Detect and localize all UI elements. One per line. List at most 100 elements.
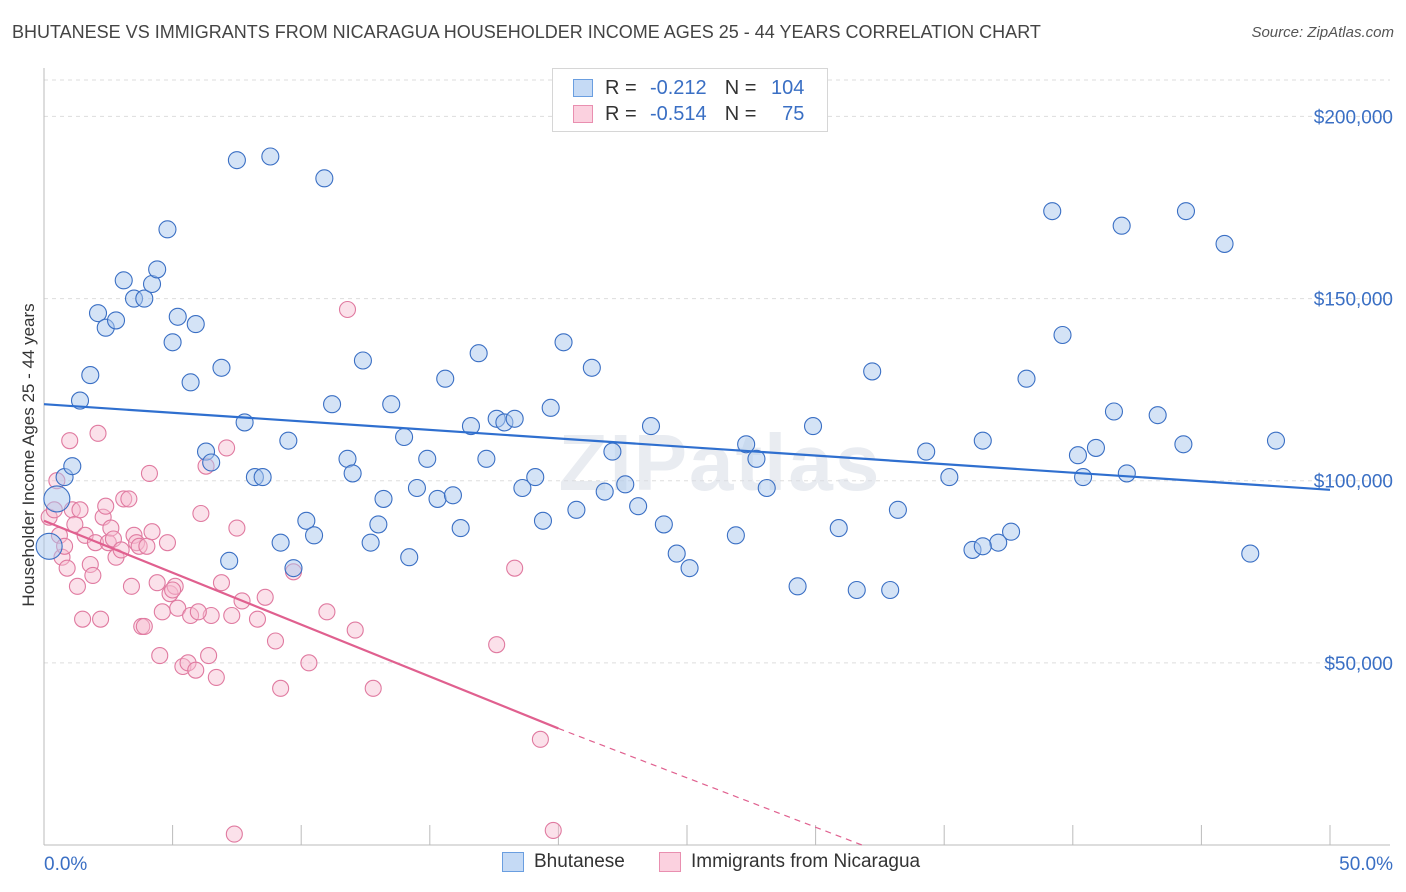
data-point-bhutanese [88, 304, 108, 323]
data-point-bhutanese [297, 511, 316, 530]
data-point-nicaragua [207, 668, 225, 686]
data-point-bhutanese [1074, 468, 1093, 487]
data-point-nicaragua [506, 559, 524, 577]
data-point-bhutanese [1117, 464, 1136, 483]
data-point-nicaragua [58, 559, 76, 577]
x-tick-label: 0.0% [44, 854, 87, 875]
data-point-bhutanese [505, 409, 524, 428]
data-point-bhutanese [353, 351, 372, 370]
legend-label-bhutanese: Bhutanese [534, 851, 625, 872]
legend-n-label: N = [724, 102, 757, 125]
data-point-nicaragua [318, 603, 336, 621]
data-point-bhutanese [1043, 202, 1062, 221]
data-point-bhutanese [1176, 202, 1196, 221]
y-tick-label: $200,000 [1314, 107, 1393, 128]
data-point-bhutanese [253, 468, 272, 487]
trend-line-nicaragua [43, 519, 559, 730]
trend-lines [43, 403, 1331, 846]
data-point-bhutanese [973, 431, 992, 450]
data-point-bhutanese [469, 344, 488, 363]
legend-row-bhutanese: R = -0.212 N = 104 [573, 76, 804, 100]
data-point-bhutanese [374, 489, 393, 508]
data-point-bhutanese [1215, 234, 1234, 253]
data-point-bhutanese [35, 532, 63, 560]
data-point-nicaragua [202, 606, 220, 625]
data-point-nicaragua [81, 555, 99, 574]
data-point-bhutanese [567, 500, 586, 519]
data-point-nicaragua [135, 617, 153, 635]
legend-row-nicaragua: R = -0.514 N = 75 [573, 102, 804, 126]
data-point-nicaragua [92, 610, 110, 628]
data-point-bhutanese [541, 398, 560, 417]
data-point-bhutanese [382, 395, 401, 414]
legend-series: Bhutanese Immigrants from Nicaragua [0, 851, 1406, 879]
data-point-bhutanese [829, 519, 848, 538]
data-point-bhutanese [1174, 435, 1193, 454]
y-tick-label: $100,000 [1314, 472, 1393, 493]
data-point-bhutanese [271, 533, 290, 552]
data-point-nicaragua [223, 606, 241, 625]
data-point-bhutanese [70, 391, 90, 410]
data-point-nicaragua [74, 610, 92, 628]
data-point-bhutanese [436, 369, 455, 388]
data-point-nicaragua [364, 679, 382, 697]
data-point-bhutanese [284, 559, 303, 578]
data-point-nicaragua [300, 654, 318, 672]
data-point-bhutanese [305, 526, 324, 545]
data-point-bhutanese [554, 333, 573, 352]
legend-item-bhutanese: Bhutanese [502, 851, 625, 873]
data-point-bhutanese [1002, 522, 1021, 541]
data-point-bhutanese [629, 497, 648, 516]
data-point-bhutanese [1104, 402, 1124, 421]
data-point-nicaragua [158, 534, 177, 552]
data-point-nicaragua [212, 574, 231, 592]
data-point-bhutanese [616, 475, 635, 494]
data-point-bhutanese [1241, 544, 1260, 563]
data-point-nicaragua [338, 300, 357, 319]
data-point-bhutanese [81, 366, 100, 385]
data-point-bhutanese [667, 544, 686, 563]
x-tick-label: 50.0% [1339, 854, 1393, 875]
data-point-nicaragua [169, 599, 187, 617]
y-tick-label: $150,000 [1314, 290, 1393, 311]
data-point-nicaragua [218, 439, 236, 457]
data-point-bhutanese [186, 315, 205, 334]
data-point-nicaragua [189, 603, 207, 621]
data-point-bhutanese [881, 580, 900, 600]
data-point-nicaragua [544, 821, 562, 839]
data-point-bhutanese [847, 580, 866, 600]
data-point-nicaragua [164, 581, 182, 599]
data-point-bhutanese [803, 417, 823, 436]
data-point-nicaragua [225, 825, 243, 843]
data-point-bhutanese [654, 515, 673, 534]
data-point-bhutanese [1017, 369, 1036, 388]
series-bhutanese-points [35, 147, 1286, 600]
data-point-nicaragua [61, 432, 79, 450]
data-point-bhutanese [595, 482, 614, 501]
data-point-bhutanese [1112, 216, 1131, 235]
data-point-bhutanese [1053, 325, 1072, 345]
data-point-bhutanese [202, 453, 221, 472]
data-point-nicaragua [138, 537, 156, 555]
data-point-bhutanese [261, 147, 280, 166]
data-point-bhutanese [526, 468, 545, 487]
legend-r-label: R = [605, 102, 637, 125]
data-point-bhutanese [158, 220, 177, 239]
data-point-bhutanese [428, 489, 447, 508]
data-point-bhutanese [1068, 446, 1087, 465]
data-point-bhutanese [220, 551, 239, 570]
data-point-bhutanese [747, 449, 766, 468]
data-point-bhutanese [973, 537, 992, 556]
data-point-nicaragua [71, 501, 89, 519]
data-point-bhutanese [279, 431, 298, 450]
data-point-nicaragua [248, 610, 267, 628]
data-point-nicaragua [148, 574, 166, 592]
data-point-nicaragua [115, 490, 133, 508]
legend-n-value: 75 [782, 102, 805, 125]
data-point-bhutanese [63, 457, 82, 476]
data-point-bhutanese [163, 333, 182, 352]
data-point-bhutanese [400, 548, 419, 567]
legend-r-label: R = [605, 76, 637, 99]
data-point-bhutanese [135, 289, 154, 308]
